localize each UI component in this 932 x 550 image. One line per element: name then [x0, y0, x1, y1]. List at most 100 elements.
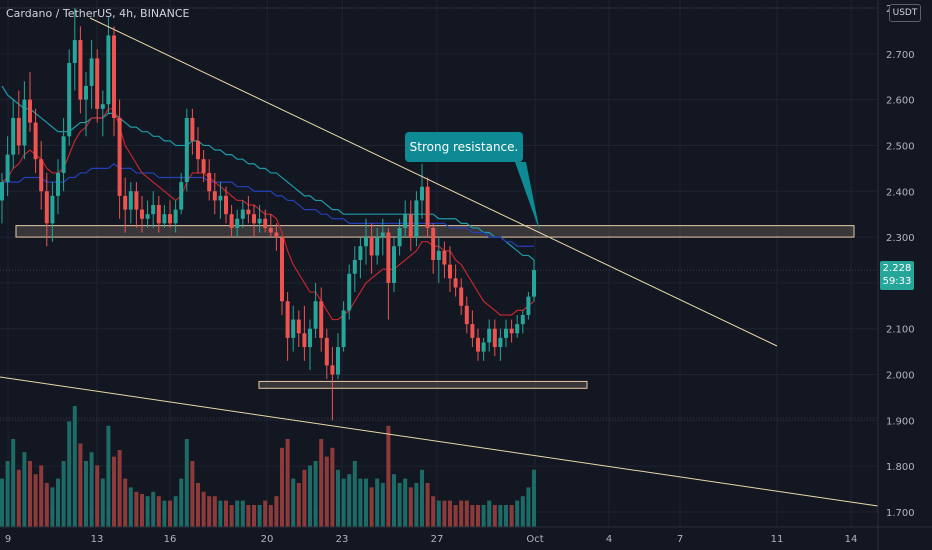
- candle-body: [386, 232, 391, 283]
- volume-bar: [235, 500, 240, 527]
- time-tick-label: 20: [261, 534, 274, 545]
- volume-bar: [252, 505, 256, 527]
- price-tick-label: 2.400: [886, 187, 915, 198]
- price-tick-label: 2.100: [886, 325, 915, 336]
- descending-trendline-lower: [0, 376, 879, 507]
- grid: [0, 0, 878, 527]
- annotation-callout[interactable]: Strong resistance.: [405, 132, 523, 162]
- time-tick-label: 16: [164, 534, 177, 545]
- symbol-title[interactable]: Cardano / TetherUS, 4h, BINANCE: [6, 7, 190, 20]
- volume-bar: [302, 469, 307, 527]
- candle-body: [218, 195, 223, 201]
- candle-body: [184, 117, 189, 183]
- volume-bar: [532, 469, 536, 527]
- candle-body: [0, 182, 4, 201]
- candle-body: [459, 287, 464, 306]
- candle-body: [44, 191, 49, 224]
- price-tick-label: 1.700: [886, 508, 915, 519]
- volume-bar: [392, 474, 396, 527]
- candle-body: [526, 296, 531, 315]
- candle-body: [313, 301, 318, 329]
- last-price-badge: 2.228 59:33: [880, 261, 914, 290]
- candle-body: [106, 35, 111, 105]
- volume-bar: [72, 406, 77, 527]
- candle-body: [162, 214, 167, 224]
- volume-bar: [448, 500, 452, 527]
- time-tick-label: 23: [336, 534, 349, 545]
- time-tick-label: 4: [606, 534, 612, 545]
- candle-body: [173, 209, 178, 224]
- volume-bar: [184, 439, 189, 527]
- volume-bar: [128, 487, 133, 527]
- time-tick-label: 13: [91, 534, 104, 545]
- candle-body: [100, 104, 105, 109]
- candle-body: [280, 237, 284, 302]
- volume-bar: [179, 478, 184, 527]
- price-tick-label: 2.500: [886, 141, 915, 152]
- volume-bar: [33, 474, 38, 527]
- volume-bar: [520, 496, 525, 527]
- candle-body: [403, 214, 408, 228]
- callout-pointer: [515, 162, 540, 232]
- price-tick-label: 2.000: [886, 371, 915, 382]
- candle-body: [358, 246, 363, 260]
- volume-bar: [229, 505, 234, 527]
- volume-bar: [11, 439, 16, 527]
- price-tick-label: 2.600: [886, 96, 915, 107]
- time-tick-label: 9: [5, 534, 11, 545]
- volume-bar: [0, 478, 4, 527]
- volume-bar: [347, 474, 352, 527]
- price-tick-label: 1.800: [886, 462, 915, 473]
- candle-body: [330, 365, 335, 375]
- volume-bar: [380, 483, 385, 527]
- candle-body: [252, 214, 256, 224]
- volume-bar: [67, 421, 72, 527]
- time-tick-label: Oct: [526, 534, 543, 545]
- candle-body: [380, 232, 385, 238]
- candle-body: [324, 337, 329, 366]
- candle-body: [72, 40, 77, 63]
- volume-bar: [492, 505, 497, 527]
- candle-body: [487, 328, 492, 343]
- price-tick-label: 2.700: [886, 50, 915, 61]
- volume-bar: [487, 500, 492, 527]
- volume-bar: [476, 505, 480, 527]
- volume-bar: [352, 461, 357, 527]
- volume-bar: [100, 478, 105, 527]
- price-tick-label: 2.300: [886, 233, 915, 244]
- volume-bar: [420, 469, 424, 527]
- candle-body: [268, 227, 273, 233]
- volume-bar: [313, 461, 318, 527]
- candle-body: [201, 159, 206, 173]
- candle-body: [16, 117, 21, 146]
- currency-label[interactable]: USDT: [889, 4, 921, 22]
- volume-bar: [56, 478, 60, 527]
- candle-body: [347, 273, 352, 311]
- candle-body: [431, 227, 436, 260]
- volume-bar: [375, 478, 380, 527]
- volume-bar: [509, 505, 514, 527]
- volume-bar: [112, 456, 116, 527]
- volume-bar: [453, 505, 458, 527]
- candle-body: [302, 333, 307, 348]
- volume-bar: [296, 483, 301, 527]
- candle-body: [33, 122, 38, 160]
- candle-body: [156, 205, 161, 224]
- candle-body: [425, 186, 430, 228]
- volume-bar: [196, 483, 200, 527]
- volume-bar: [336, 469, 340, 527]
- candle-body: [369, 237, 374, 256]
- candle-body: [285, 301, 290, 338]
- candle-body: [11, 117, 16, 155]
- candle-body: [50, 195, 55, 224]
- candle-body: [274, 232, 279, 238]
- volume-bar: [464, 500, 469, 527]
- candle-body: [5, 154, 10, 183]
- volume-bar: [207, 496, 212, 527]
- candle-body: [296, 319, 301, 334]
- volume-bar: [5, 461, 10, 527]
- volume-bar: [425, 483, 430, 527]
- candle-body: [84, 85, 88, 100]
